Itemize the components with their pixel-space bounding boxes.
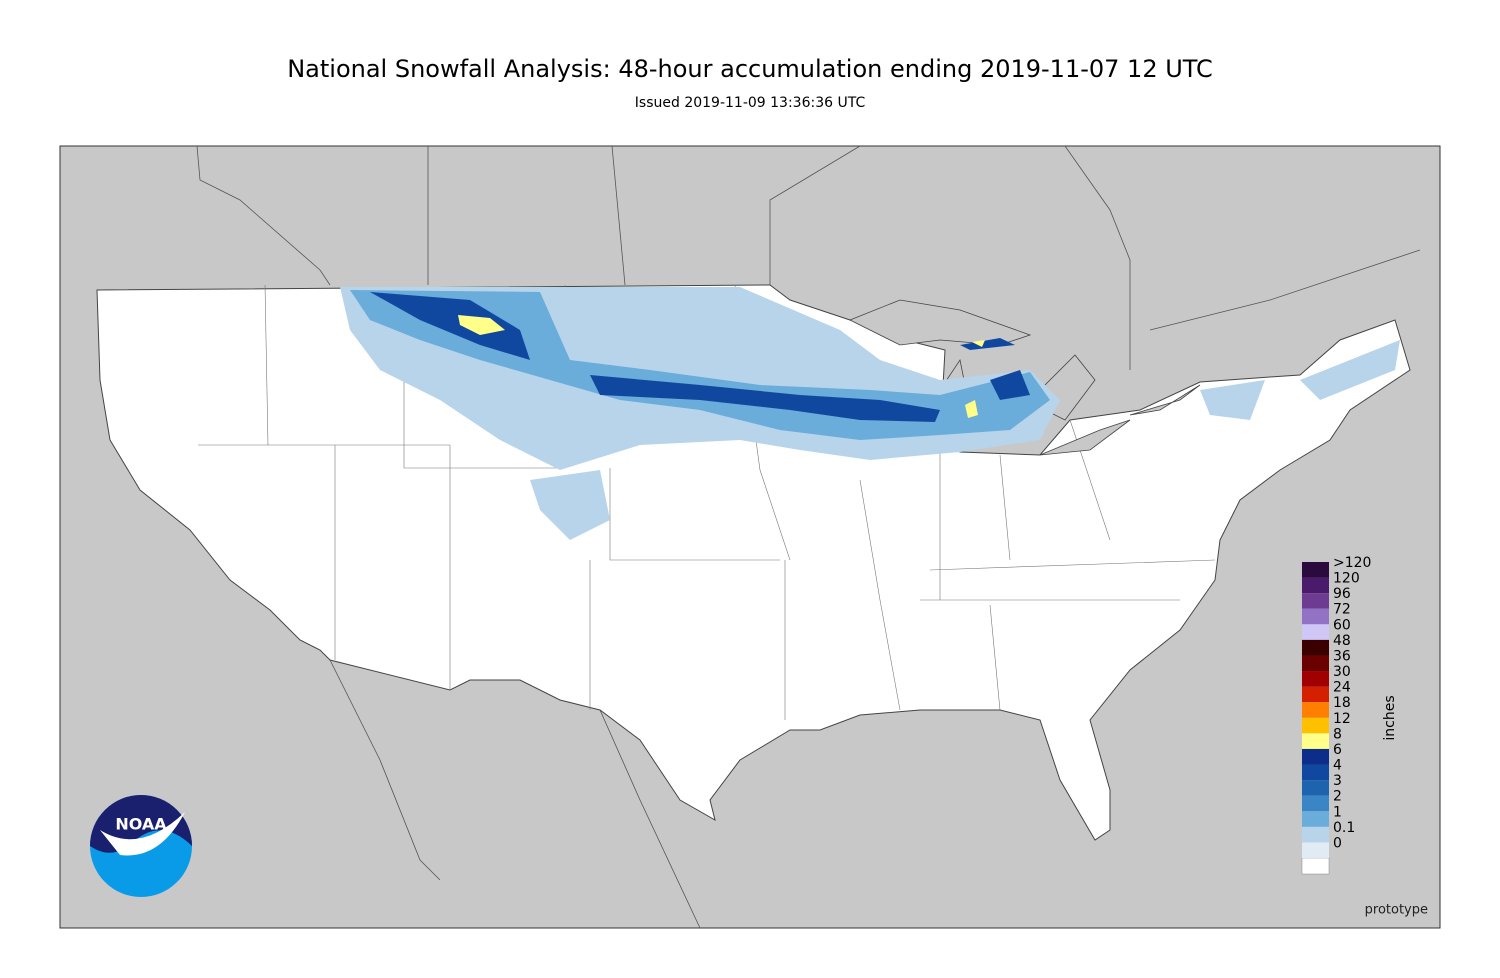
legend-label: 96	[1333, 586, 1351, 602]
legend-label: 30	[1333, 664, 1351, 680]
legend-swatch	[1302, 686, 1329, 703]
legend-swatch	[1302, 733, 1329, 749]
legend-label: 12	[1333, 711, 1351, 727]
legend-label: 2	[1333, 789, 1342, 805]
legend-label: >120	[1333, 555, 1371, 571]
legend-label: 18	[1333, 695, 1351, 711]
legend-label: 24	[1333, 680, 1351, 696]
snowfall	[340, 287, 1400, 540]
legend-label: 3	[1333, 773, 1342, 789]
legend-base	[1301, 857, 1330, 875]
legend-label: 1	[1333, 804, 1342, 820]
legend-label: 48	[1333, 633, 1351, 649]
boundaries	[196, 145, 1421, 929]
legend-swatch	[1302, 639, 1329, 656]
legend-label: 72	[1333, 602, 1351, 618]
us-land	[96, 284, 1411, 841]
legend-label: 6	[1333, 742, 1342, 758]
legend-label: 0.1	[1333, 820, 1355, 836]
legend-label: 4	[1333, 758, 1342, 774]
legend-swatch	[1302, 562, 1329, 578]
legend-swatch	[1302, 608, 1329, 625]
legend-swatch	[1302, 826, 1329, 843]
legend-swatch	[1302, 795, 1329, 812]
footer-note: prototype	[1365, 903, 1428, 918]
legend-swatch	[1302, 780, 1329, 796]
legend-swatch	[1302, 624, 1329, 640]
legend-swatch	[1302, 702, 1329, 718]
map: prototype	[59, 145, 1441, 929]
legend-swatch	[1302, 748, 1329, 765]
legend-label: 0	[1333, 835, 1342, 851]
legend-swatch	[1302, 671, 1329, 687]
legend-label: 36	[1333, 648, 1351, 664]
legend-swatch	[1302, 577, 1329, 594]
noaa-logo: NOAA	[90, 795, 192, 897]
legend-swatch	[1302, 811, 1329, 827]
legend-label: 120	[1333, 571, 1360, 587]
legend-swatch	[1302, 717, 1329, 734]
legend-label: 60	[1333, 617, 1351, 633]
logo-text: NOAA	[115, 815, 167, 834]
title: National Snowfall Analysis: 48-hour accu…	[287, 55, 1213, 83]
legend-swatch	[1302, 655, 1329, 672]
legend-swatch	[1302, 764, 1329, 781]
legend: inches >1201209672604836302418128643210.…	[1301, 555, 1398, 875]
subtitle: Issued 2019-11-09 13:36:36 UTC	[635, 95, 866, 111]
legend-swatch	[1302, 593, 1329, 609]
legend-label: 8	[1333, 726, 1342, 742]
legend-unit: inches	[1382, 695, 1398, 740]
legend-swatch	[1302, 842, 1329, 858]
